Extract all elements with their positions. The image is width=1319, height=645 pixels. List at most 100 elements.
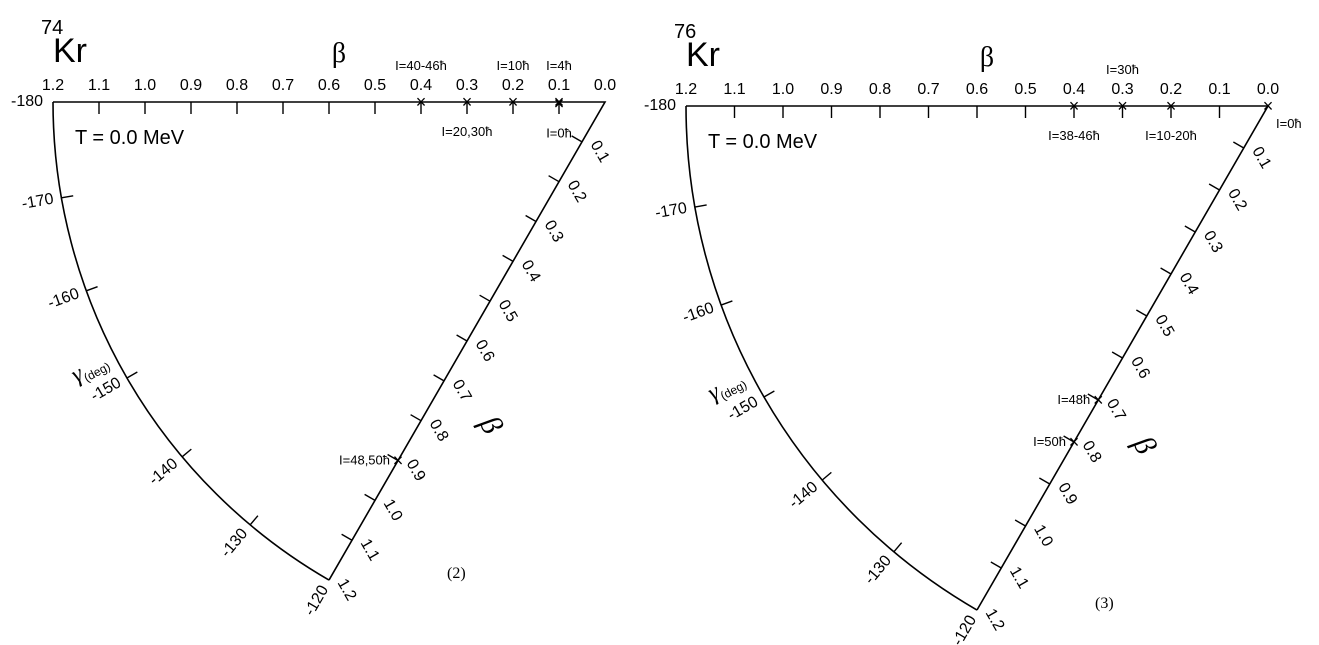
data-point-marker: × (554, 92, 565, 112)
side-beta-tick-mark (433, 374, 445, 382)
beta-tick-label: 0.5 (1014, 81, 1036, 98)
beta-tick-label: 0.3 (456, 77, 478, 94)
data-point-marker: × (462, 92, 473, 112)
side-beta-tick-mark (1136, 309, 1148, 317)
data-point-label: I=4ħ (546, 58, 572, 73)
gamma-tick-label: -120 (949, 612, 980, 645)
beta-tick-label: 1.2 (675, 81, 697, 98)
side-beta-tick-mark (1087, 393, 1099, 401)
side-beta-tick-mark (1160, 267, 1172, 275)
side-beta-tick-label: 0.2 (1224, 186, 1250, 214)
beta-tick-label: 1.1 (723, 81, 745, 98)
side-beta-tick-label: 0.2 (564, 178, 590, 206)
gamma-arc (685, 105, 978, 611)
side-beta-tick-mark (548, 175, 560, 183)
side-beta-tick-label: 0.3 (1200, 228, 1226, 256)
side-beta-tick-label: 1.1 (1006, 564, 1032, 592)
gamma-tick-mark (694, 204, 707, 208)
panel-2: 1.2 1.1 1.0 0.9 0.8 0.7 0.6 0.5 0.4 0.3 0.2 0.1 0.0 0… (644, 21, 1302, 645)
side-beta-tick-mark (1111, 351, 1123, 359)
data-point-marker: × (1093, 390, 1104, 410)
side-beta-tick-label: 1.0 (380, 496, 406, 524)
beta-tick-label: 0.5 (364, 77, 386, 94)
data-point-marker: × (416, 92, 427, 112)
gamma-tick-mark (821, 471, 832, 481)
side-beta-tick-label: 1.0 (1030, 522, 1056, 550)
side-beta-tick-mark (1014, 519, 1026, 527)
side-beta-tick-label: 0.6 (472, 337, 498, 365)
data-point-label: I=10ħ (497, 58, 530, 73)
gamma-tick-mark (86, 286, 98, 292)
panel-1: 1.2 1.1 1.0 0.9 0.8 0.7 0.6 0.5 0.4 0.3 0.2 0.1 0.0 0… (11, 17, 616, 619)
radial-axes (53, 101, 607, 581)
side-beta-tick-label: 0.4 (1176, 270, 1202, 298)
side-beta-tick-label: 0.3 (541, 217, 567, 245)
beta-tick-label: 0.4 (410, 77, 432, 94)
side-beta-tick-label: 1.2 (982, 606, 1008, 634)
beta-tick-label: 0.8 (869, 81, 891, 98)
data-point-label: I=48,50ħ (339, 453, 390, 468)
gamma-tick-mark (126, 371, 138, 379)
data-point-marker: × (508, 92, 519, 112)
gamma-tick-label: -130 (861, 552, 895, 588)
data-point-label: I=0ħ (546, 126, 572, 141)
side-beta-tick-mark (479, 294, 491, 302)
gamma-arc (52, 101, 330, 581)
side-beta-tick-label: 0.9 (403, 457, 429, 485)
gamma-tick-label: -160 (46, 285, 82, 312)
side-beta-tick-label: 1.1 (357, 536, 383, 564)
temperature-label: T = 0.0 MeV (75, 127, 185, 149)
data-point-marker: × (1069, 432, 1080, 452)
temperature-label: T = 0.0 MeV (708, 131, 818, 153)
beta-tick-label: 0.1 (1208, 81, 1230, 98)
side-beta-tick-mark (1208, 183, 1220, 191)
side-beta-tick-mark (990, 561, 1002, 569)
beta-tick-label: 0.6 (318, 77, 340, 94)
side-beta-tick-label: 0.7 (449, 377, 475, 405)
data-point-label: I=30ħ (1106, 62, 1139, 77)
side-beta-tick-mark (456, 334, 468, 342)
side-beta-tick-label: 0.1 (587, 138, 613, 166)
data-point-label: I=10-20ħ (1145, 128, 1197, 143)
radial-axes (686, 105, 1270, 611)
data-point-label: I=48ħ (1057, 392, 1090, 407)
data-point-marker: × (1069, 96, 1080, 116)
gamma-tick-mark (181, 448, 192, 458)
data-point-marker: × (1263, 96, 1274, 116)
gamma-tick-mark (249, 515, 259, 526)
data-point-label: I=50ħ (1033, 434, 1066, 449)
side-beta-tick-label: 0.1 (1248, 144, 1274, 172)
side-beta-tick-label: 0.5 (495, 297, 521, 325)
beta-tick-label: 0.6 (966, 81, 988, 98)
side-beta-tick-label: 0.9 (1054, 480, 1080, 508)
side-beta-tick-mark (410, 414, 422, 422)
beta-tick-label: 1.1 (88, 77, 110, 94)
beta-tick-label: 0.2 (502, 77, 524, 94)
beta-axis-label-top: β (332, 38, 346, 69)
gamma-tick-label: -170 (20, 191, 55, 213)
side-beta-tick-mark (1184, 225, 1196, 233)
beta-tick-label: 0.7 (272, 77, 294, 94)
data-point-label: I=40-46ħ (395, 58, 447, 73)
beta-tick-label: 0.8 (226, 77, 248, 94)
side-beta-tick-mark (1039, 477, 1051, 485)
beta-tick-label: 0.7 (917, 81, 939, 98)
gamma-tick-mark (893, 542, 903, 553)
gamma-tick-label: -120 (301, 582, 332, 618)
nucleus-symbol: Kr (53, 32, 87, 70)
beta-tick-label: 0.3 (1111, 81, 1133, 98)
panel-label: (2) (447, 565, 466, 582)
gamma-tick-label: -130 (218, 525, 252, 561)
side-beta-tick-mark (1063, 435, 1075, 443)
beta-tick-label: 0.1 (548, 77, 570, 94)
nucleus-mass-number: 74 (41, 17, 63, 39)
gamma-tick-mark (763, 390, 775, 398)
data-point-marker: × (1117, 96, 1128, 116)
beta-tick-label: 1.0 (134, 77, 156, 94)
side-beta-tick-mark (525, 214, 537, 223)
side-beta-tick-label: 0.6 (1127, 354, 1153, 382)
beta-axis-label-side: β (472, 409, 509, 439)
beta-tick-label: 0.0 (1257, 81, 1279, 98)
beta-tick-label: 1.2 (42, 77, 64, 94)
side-beta-tick-label: 0.8 (426, 417, 452, 445)
